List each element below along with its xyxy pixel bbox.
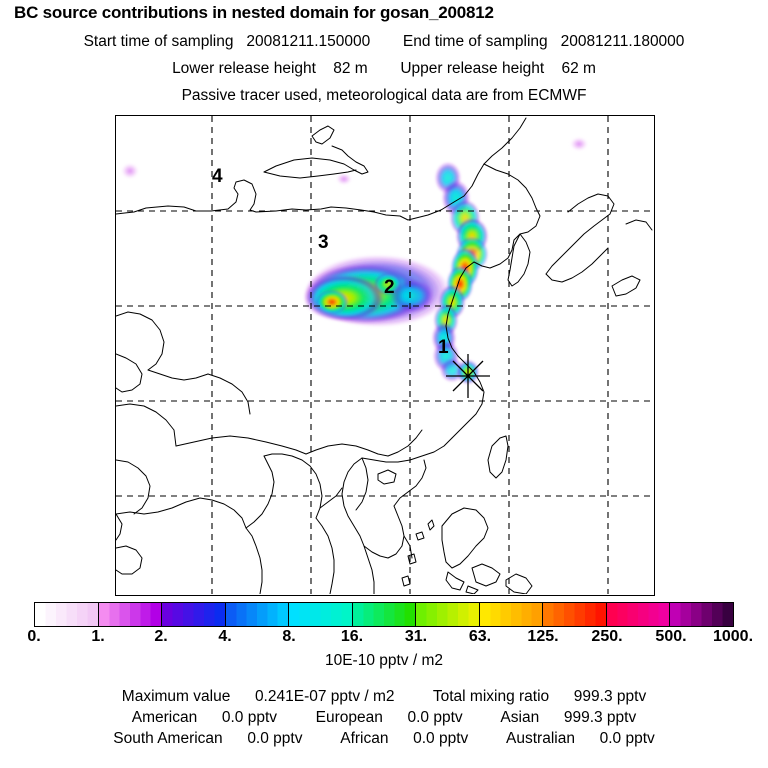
- receptor-marker: [446, 354, 490, 398]
- colorbar-tick: 0.: [27, 628, 41, 645]
- start-time-label: Start time of sampling: [83, 33, 234, 50]
- sampling-time-row: Start time of sampling 20081211.150000 E…: [0, 33, 768, 51]
- region-label-american: American: [131, 709, 198, 726]
- statistics-footer: Maximum value 0.241E-07 pptv / m2 Total …: [0, 686, 768, 749]
- region-value-european: 0.0 pptv: [407, 709, 463, 726]
- day-marker-2: 2: [384, 277, 395, 298]
- colorbar: [34, 602, 734, 627]
- tracer-note: Passive tracer used, meteorological data…: [181, 87, 587, 104]
- region-value-american: 0.0 pptv: [221, 709, 278, 726]
- colorbar-segment: [35, 603, 99, 626]
- upper-release-height-label: Upper release height: [400, 60, 545, 77]
- colorbar-segment: [162, 603, 226, 626]
- plume-field: [121, 137, 588, 384]
- upper-release-height-value: 62 m: [561, 60, 596, 77]
- release-height-row: Lower release height 82 m Upper release …: [0, 60, 768, 78]
- colorbar-tick: 16.: [340, 628, 364, 645]
- region-label-asian: Asian: [500, 709, 540, 726]
- colorbar-segment: [543, 603, 607, 626]
- colorbar-segment: [98, 603, 163, 626]
- day-marker-3: 3: [318, 232, 329, 253]
- colorbar-segment: [225, 603, 290, 626]
- lower-release-height-label: Lower release height: [172, 60, 316, 77]
- total-mixing-ratio-label: Total mixing ratio: [432, 688, 550, 705]
- colorbar-tick: 1.: [91, 628, 105, 645]
- region-value-south-american: 0.0 pptv: [247, 730, 303, 747]
- map-svg: 4 3 2 1: [116, 116, 653, 594]
- page-title: BC source contributions in nested domain…: [14, 3, 494, 22]
- coastlines: [116, 117, 653, 594]
- region-label-south-american: South American: [113, 730, 223, 747]
- footer-row-summary: Maximum value 0.241E-07 pptv / m2 Total …: [0, 686, 768, 707]
- colorbar-tick-labels: 0. 1. 2. 4. 8. 16. 31. 63. 125. 250. 500…: [0, 628, 768, 648]
- colorbar-segment: [289, 603, 353, 626]
- colorbar-tick: 125.: [527, 628, 559, 645]
- start-time-value: 20081211.150000: [246, 33, 371, 50]
- colorbar-tick: 250.: [591, 628, 623, 645]
- end-time-value: 20081211.180000: [560, 33, 685, 50]
- end-time-label: End time of sampling: [402, 33, 548, 50]
- colorbar-segment: [479, 603, 544, 626]
- region-label-australian: Australian: [506, 730, 575, 747]
- colorbar-tick: 500.: [655, 628, 687, 645]
- region-value-african: 0.0 pptv: [413, 730, 469, 747]
- colorbar-tick: 1000.: [712, 628, 754, 645]
- colorbar-tick: 2.: [154, 628, 168, 645]
- region-label-european: European: [315, 709, 383, 726]
- colorbar-tick: 31.: [404, 628, 428, 645]
- map-plot-area: 4 3 2 1: [115, 115, 655, 596]
- colorbar-tick: 4.: [218, 628, 232, 645]
- day-marker-1: 1: [438, 337, 449, 358]
- footer-row-regions-1: American 0.0 pptv European 0.0 pptv Asia…: [0, 707, 768, 728]
- colorbar-tick: 63.: [468, 628, 492, 645]
- gridlines: [116, 116, 653, 594]
- max-value: 0.241E-07 pptv / m2: [254, 688, 395, 705]
- colorbar-tick: 8.: [282, 628, 296, 645]
- colorbar-segment: [352, 603, 417, 626]
- colorbar-segment: [416, 603, 480, 626]
- max-value-label: Maximum value: [121, 688, 231, 705]
- total-mixing-ratio-value: 999.3 pptv: [573, 688, 647, 705]
- colorbar-unit-label: 10E-10 pptv / m2: [324, 652, 444, 669]
- region-value-australian: 0.0 pptv: [599, 730, 655, 747]
- footer-row-regions-2: South American 0.0 pptv African 0.0 pptv…: [0, 728, 768, 749]
- colorbar-segment: [606, 603, 671, 626]
- day-marker-4: 4: [212, 166, 223, 187]
- colorbar-segment: [670, 603, 734, 626]
- region-value-asian: 999.3 pptv: [563, 709, 637, 726]
- region-label-african: African: [340, 730, 389, 747]
- lower-release-height-value: 82 m: [333, 60, 368, 77]
